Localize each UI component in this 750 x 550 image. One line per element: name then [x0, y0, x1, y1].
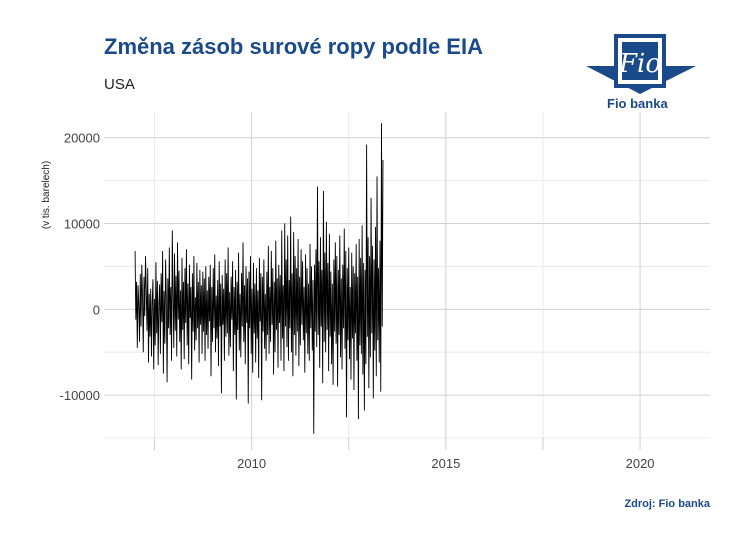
y-tick-label: -10000	[60, 388, 100, 403]
chart-grid	[104, 112, 710, 450]
x-tick-label: 2010	[237, 456, 266, 471]
x-tick-label: 2015	[431, 456, 460, 471]
chart-title: Změna zásob surové ropy podle EIA	[104, 34, 483, 59]
fio-logo-icon: Fio	[586, 34, 696, 94]
chart-axes: -10000 0 10000 20000 2010 2015 2020	[60, 131, 655, 471]
series-line	[134, 123, 384, 434]
y-axis-label: (v tis. barelech)	[41, 161, 52, 229]
y-tick-label: 10000	[64, 217, 100, 232]
logo-caption: Fio banka	[607, 96, 668, 111]
source-note: Zdroj: Fio banka	[624, 498, 710, 510]
y-tick-label: 20000	[64, 131, 100, 146]
chart-subtitle: USA	[104, 76, 135, 93]
y-tick-label: 0	[93, 302, 100, 317]
svg-text:Fio: Fio	[618, 49, 661, 79]
x-tick-label: 2020	[626, 456, 655, 471]
